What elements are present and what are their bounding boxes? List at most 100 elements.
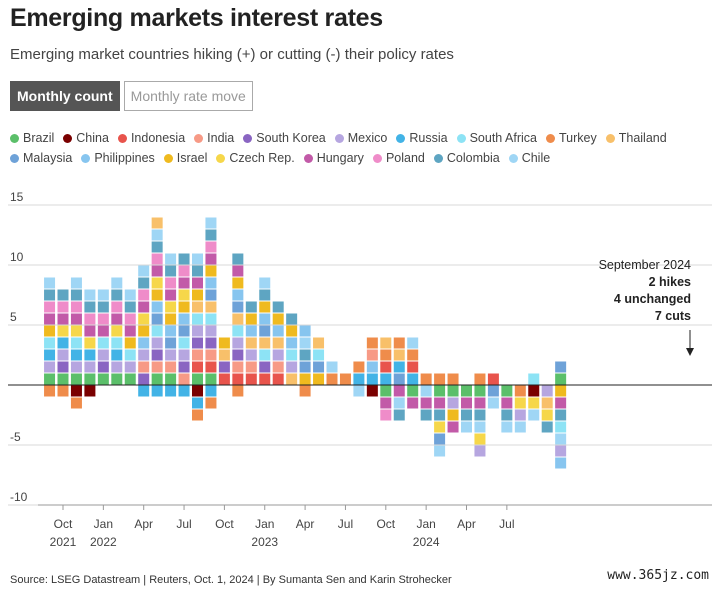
bar-segment-hike xyxy=(57,337,69,349)
legend-item-south-africa[interactable]: South Africa xyxy=(456,131,537,145)
bar-segment-hike xyxy=(44,289,56,301)
bar-segment-hike xyxy=(44,301,56,313)
bar-segment-hike xyxy=(138,325,150,337)
bar-segment-hike xyxy=(380,373,392,385)
bar-segment-hike xyxy=(393,349,405,361)
bar-segment-cut xyxy=(555,385,567,397)
legend-swatch-icon xyxy=(433,153,443,163)
bar-segment-hike xyxy=(165,313,177,325)
bar-segment-hike xyxy=(205,229,217,241)
bar-segment-hike xyxy=(286,337,298,349)
bar-segment-cut xyxy=(555,433,567,445)
bar-segment-cut xyxy=(407,397,419,409)
bar-segment-hike xyxy=(407,361,419,373)
legend-item-czech-rep[interactable]: Czech Rep. xyxy=(216,151,295,165)
legend-item-india[interactable]: India xyxy=(194,131,234,145)
annotation-date: September 2024 xyxy=(599,258,691,272)
tab-monthly-count[interactable]: Monthly count xyxy=(10,81,120,111)
bar-segment-cut xyxy=(165,385,177,397)
legend-item-brazil[interactable]: Brazil xyxy=(10,131,54,145)
legend-item-mexico[interactable]: Mexico xyxy=(334,131,387,145)
bar-segment-hike xyxy=(393,337,405,349)
legend-item-turkey[interactable]: Turkey xyxy=(545,131,597,145)
x-tick-label: Jul xyxy=(338,517,353,531)
bar-segment-hike xyxy=(232,337,244,349)
legend-item-malaysia[interactable]: Malaysia xyxy=(10,151,72,165)
legend-item-south-korea[interactable]: South Korea xyxy=(243,131,326,145)
bar-segment-hike xyxy=(218,373,230,385)
bar-segment-cut xyxy=(205,397,217,409)
bar-segment-cut xyxy=(501,385,513,397)
bar-segment-cut xyxy=(555,397,567,409)
legend-item-israel[interactable]: Israel xyxy=(163,151,207,165)
bar-segment-hike xyxy=(138,289,150,301)
source-credit: Source: LSEG Datastream | Reuters, Oct. … xyxy=(10,574,452,586)
legend-item-china[interactable]: China xyxy=(63,131,109,145)
bar-segment-hike xyxy=(259,349,271,361)
bar-segment-hike xyxy=(57,301,69,313)
legend-swatch-icon xyxy=(334,133,344,143)
legend-swatch-icon xyxy=(10,153,19,163)
bar-segment-hike xyxy=(97,337,109,349)
bar-segment-hike xyxy=(313,337,325,349)
bar-segment-cut xyxy=(447,397,459,409)
bar-segment-cut xyxy=(151,385,163,397)
bar-segment-hike xyxy=(205,325,217,337)
bar-segment-cut xyxy=(474,397,486,409)
bar-segment-hike xyxy=(286,361,298,373)
bar-segment-cut xyxy=(178,385,190,397)
bar-segment-hike xyxy=(178,373,190,385)
bar-segment-hike xyxy=(313,361,325,373)
stacked-bar-chart: 15 10 5 -5 -10 Oct 2021 Jan 2022 Apr Jul Oct Jan 2023… xyxy=(8,190,712,549)
view-tabs: Monthly count Monthly rate move xyxy=(10,81,253,111)
bar-segment-hike xyxy=(192,277,203,289)
bar-segment-hike xyxy=(70,313,82,325)
legend-label: Colombia xyxy=(446,151,500,165)
bar-segment-hike xyxy=(232,313,244,325)
bar-segment-hike xyxy=(84,289,96,301)
bar-segment-hike xyxy=(151,325,163,337)
legend-swatch-icon xyxy=(63,133,73,143)
bar-segment-hike xyxy=(259,337,271,349)
bar-segment-hike xyxy=(286,349,298,361)
bar-segment-hike xyxy=(205,253,217,265)
bar-segment-cut xyxy=(461,409,472,421)
legend-swatch-icon xyxy=(545,133,555,143)
bar-segment-hike xyxy=(97,349,109,361)
bar-segment-cut xyxy=(447,385,459,397)
bar-segment-hike xyxy=(84,361,96,373)
bar-segment-hike xyxy=(232,373,244,385)
bar-segment-hike xyxy=(366,361,378,373)
bar-segment-cut xyxy=(447,409,459,421)
legend-item-indonesia[interactable]: Indonesia xyxy=(117,131,185,145)
bar-segment-hike xyxy=(192,265,203,277)
bar-segment-hike xyxy=(218,361,230,373)
bar-segment-cut xyxy=(501,421,513,433)
bar-segment-hike xyxy=(380,337,392,349)
legend-swatch-icon xyxy=(508,153,518,163)
x-tick-label: Oct xyxy=(376,517,395,531)
annotation-hikes: 2 hikes xyxy=(649,275,691,289)
legend-item-thailand[interactable]: Thailand xyxy=(605,131,667,145)
legend-item-hungary[interactable]: Hungary xyxy=(303,151,364,165)
legend-item-russia[interactable]: Russia xyxy=(396,131,448,145)
bar-segment-cut xyxy=(474,385,486,397)
bar-segment-hike xyxy=(528,373,540,385)
bar-segment-hike xyxy=(151,301,163,313)
legend-item-colombia[interactable]: Colombia xyxy=(433,151,500,165)
bar-segment-hike xyxy=(232,265,244,277)
tab-monthly-rate-move[interactable]: Monthly rate move xyxy=(123,81,253,111)
y-tick-label: -5 xyxy=(10,430,21,444)
bar-segment-hike xyxy=(205,373,217,385)
bar-segment-hike xyxy=(259,277,271,289)
legend-item-poland[interactable]: Poland xyxy=(372,151,425,165)
legend-item-chile[interactable]: Chile xyxy=(508,151,550,165)
bar-segment-hike xyxy=(232,349,244,361)
bar-segment-hike xyxy=(272,313,284,325)
legend-item-philippines[interactable]: Philippines xyxy=(81,151,155,165)
x-tick-label: Apr xyxy=(296,517,315,531)
bar-segment-hike xyxy=(366,337,378,349)
bar-segment-hike xyxy=(272,301,284,313)
bar-segment-hike xyxy=(57,349,69,361)
bar-segment-hike xyxy=(111,373,123,385)
